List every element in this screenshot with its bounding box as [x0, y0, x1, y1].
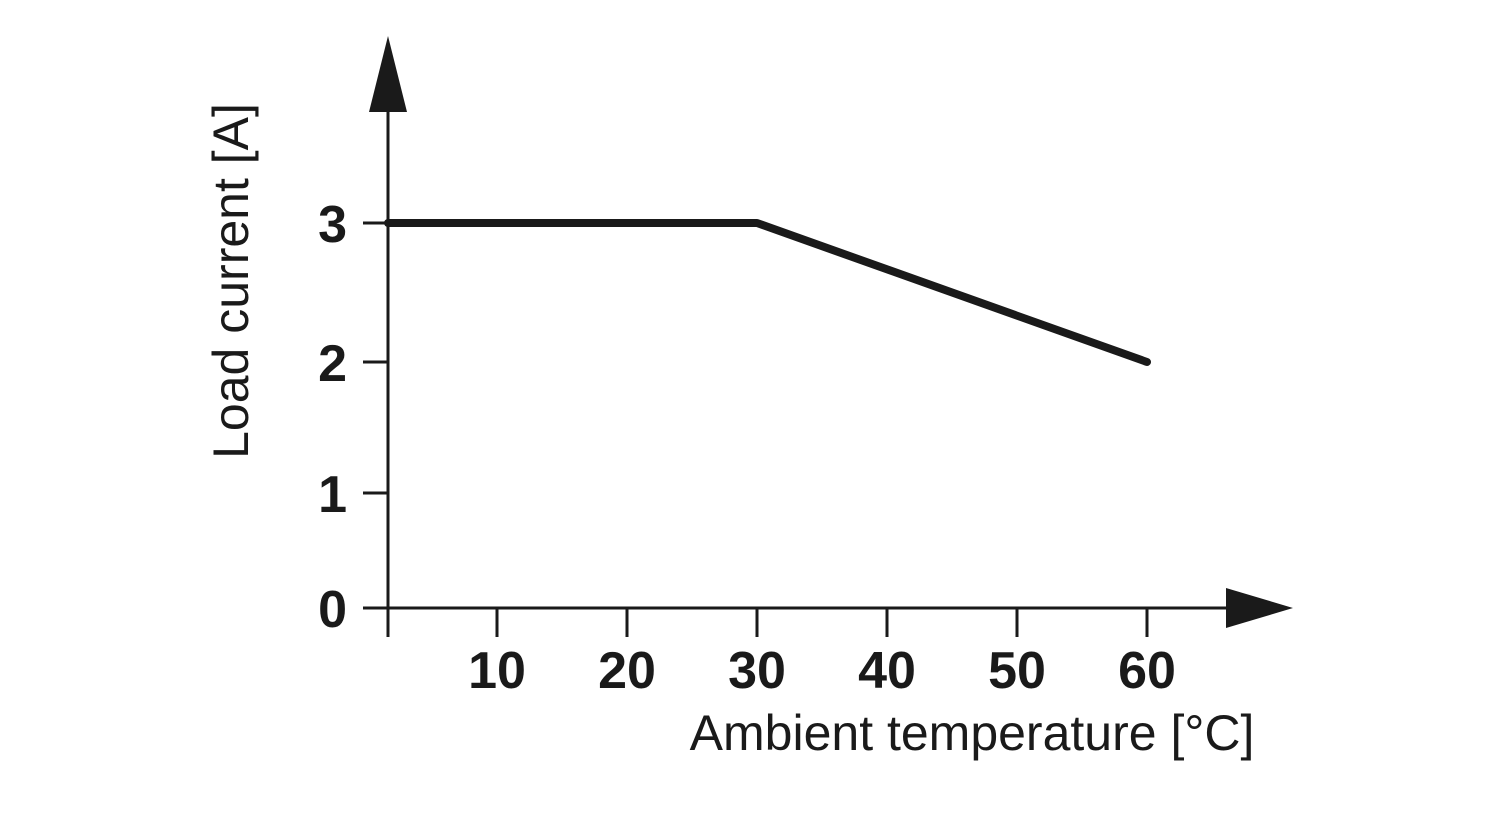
- y-axis-arrow-icon: [369, 36, 407, 112]
- y-tick-label: 2: [318, 335, 347, 393]
- x-tick-label: 40: [858, 642, 916, 700]
- axis-tick-labels: 0 1 2 3 10 20 30 40 50 60: [318, 196, 1176, 700]
- x-tick-label: 60: [1118, 642, 1176, 700]
- y-axis-title: Load current [A]: [203, 103, 259, 459]
- x-tick-label: 20: [598, 642, 656, 700]
- x-axis-arrow-icon: [1226, 588, 1293, 628]
- x-tick-label: 10: [468, 642, 526, 700]
- y-tick-label: 1: [318, 466, 347, 524]
- axis-ticks: [363, 221, 1149, 637]
- x-tick-label: 30: [728, 642, 786, 700]
- derating-curve: [384, 219, 1151, 366]
- y-tick-label: 3: [318, 196, 347, 254]
- axes: [363, 36, 1293, 637]
- x-axis-title: Ambient temperature [°C]: [690, 705, 1255, 761]
- y-tick-label: 0: [318, 581, 347, 639]
- x-tick-label: 50: [988, 642, 1046, 700]
